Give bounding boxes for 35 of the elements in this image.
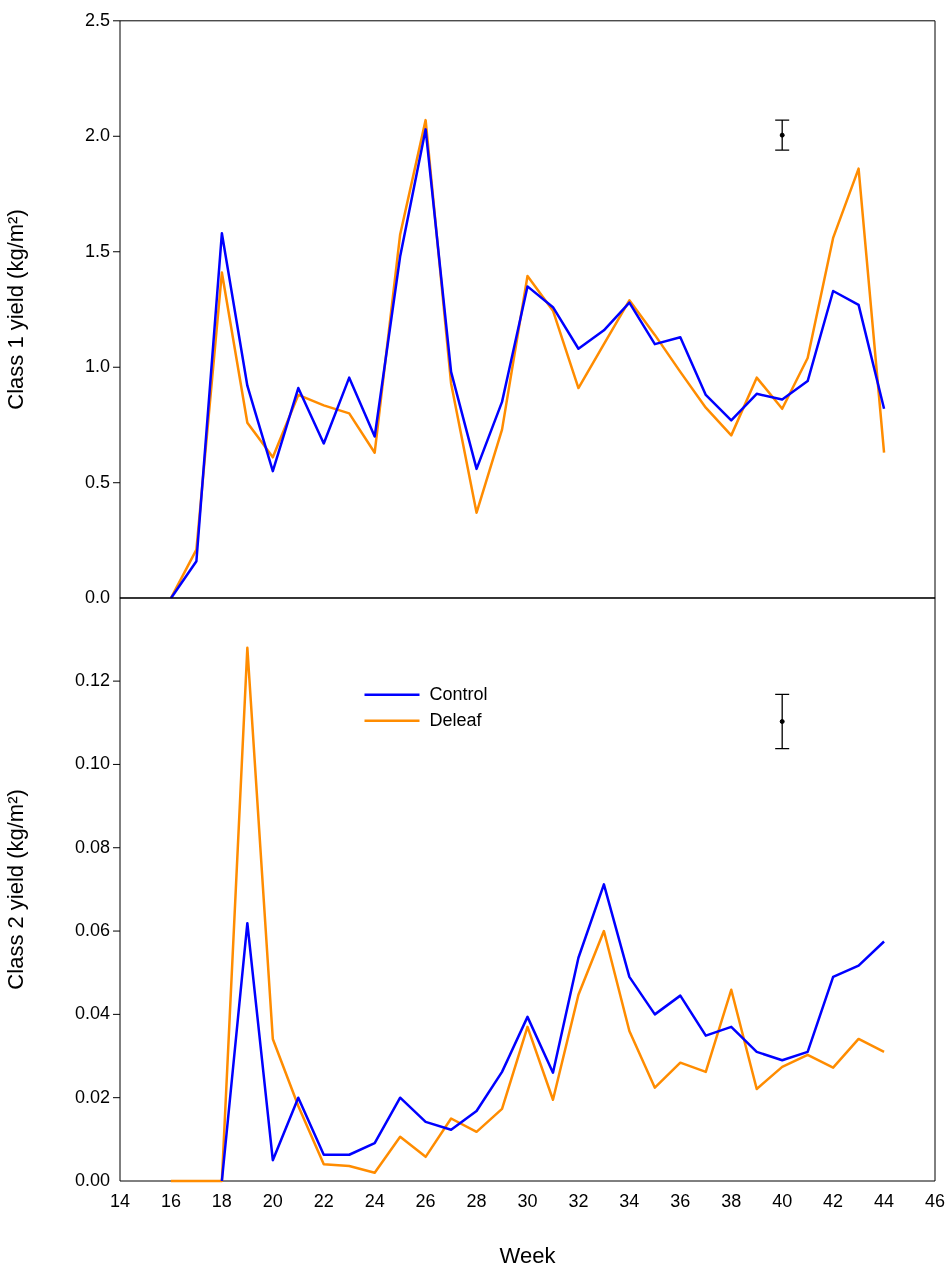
y-tick-label: 2.5: [84, 9, 110, 30]
y-tick-label: 0.12: [74, 670, 110, 691]
y-axis-title: Class 1 yield (kg/m²): [3, 209, 29, 410]
x-tick-label: 30: [517, 1190, 538, 1211]
y-tick-label: 0.00: [74, 1169, 110, 1190]
x-tick-label: 44: [874, 1190, 895, 1211]
y-tick-label: 2.0: [84, 125, 110, 146]
x-tick-label: 22: [313, 1190, 334, 1211]
y-tick-label: 1.5: [84, 240, 110, 261]
x-tick-label: 14: [109, 1190, 131, 1211]
x-tick-label: 38: [721, 1190, 742, 1211]
y-tick-label: 0.5: [84, 471, 110, 492]
x-tick-label: 16: [160, 1190, 181, 1211]
y-tick-label: 1.0: [84, 356, 110, 377]
y-tick-label: 0.08: [74, 836, 110, 857]
x-tick-label: 42: [823, 1190, 844, 1211]
y-tick-label: 0.06: [74, 920, 110, 941]
x-tick-label: 26: [415, 1190, 436, 1211]
x-tick-label: 32: [568, 1190, 589, 1211]
x-tick-label: 40: [772, 1190, 793, 1211]
y-tick-label: 0.0: [84, 587, 110, 608]
x-axis-title: Week: [499, 1242, 557, 1268]
y-tick-label: 0.10: [74, 753, 110, 774]
y-tick-label: 0.04: [74, 1003, 110, 1024]
legend-label: Control: [429, 683, 488, 704]
x-tick-label: 28: [466, 1190, 487, 1211]
x-tick-label: 20: [262, 1190, 283, 1211]
x-tick-label: 36: [670, 1190, 691, 1211]
x-tick-label: 46: [924, 1190, 946, 1211]
y-tick-label: 0.02: [74, 1086, 110, 1107]
legend-label: Deleaf: [429, 709, 483, 730]
y-axis-title: Class 2 yield (kg/m²): [3, 789, 29, 990]
x-tick-label: 24: [364, 1190, 385, 1211]
x-tick-label: 34: [619, 1190, 640, 1211]
x-tick-label: 18: [211, 1190, 232, 1211]
